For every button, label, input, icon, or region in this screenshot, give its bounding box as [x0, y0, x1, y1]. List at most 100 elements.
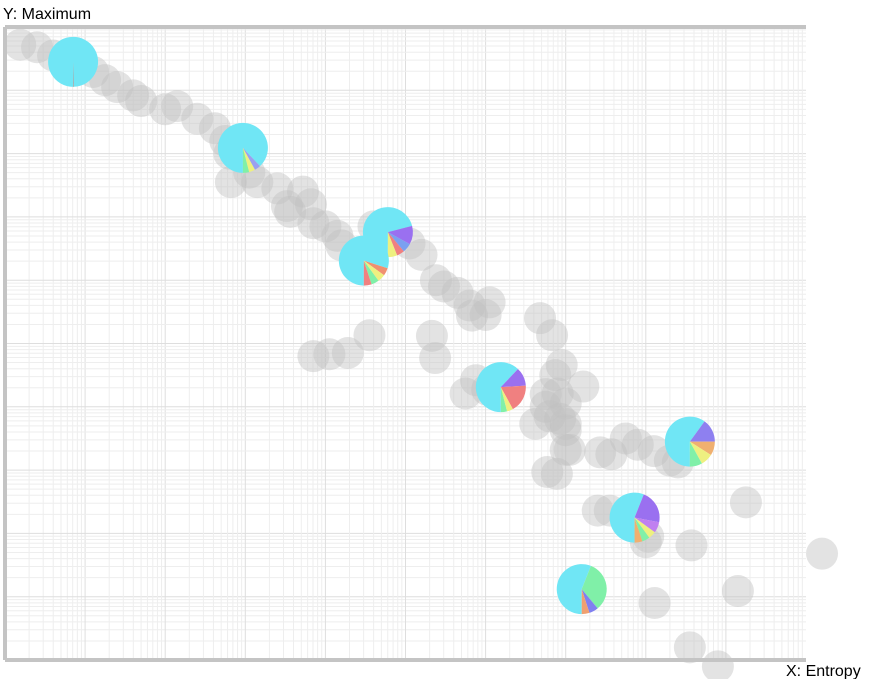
scatter-point	[4, 28, 37, 61]
scatter-point	[545, 349, 578, 382]
scatter-point	[297, 340, 330, 373]
pie-point	[609, 492, 660, 543]
scatter-point	[441, 276, 474, 309]
pie-slice	[689, 441, 711, 464]
scatter-point	[637, 435, 670, 468]
scatter-point	[529, 378, 562, 411]
y-axis-title: Y: Maximum	[3, 6, 91, 23]
pie-point	[664, 416, 715, 467]
pie-point	[217, 122, 268, 173]
pie-slice	[500, 368, 526, 388]
scatter-point	[609, 422, 642, 455]
scatter-point	[101, 71, 134, 104]
pie-slice	[581, 589, 590, 615]
scatter-point	[524, 302, 557, 335]
scatter-point	[675, 529, 708, 562]
pie-slice	[73, 61, 74, 87]
pie-slice	[475, 362, 518, 413]
scatter-point	[419, 264, 452, 297]
pie-slice	[387, 232, 398, 258]
scatter-point	[294, 188, 327, 221]
scatter-point	[549, 433, 582, 466]
scatter-point	[567, 370, 600, 403]
pie-slice	[689, 441, 715, 456]
scatter-point	[721, 575, 754, 608]
scatter-point	[581, 494, 614, 527]
scatter-point	[549, 414, 582, 447]
scatter-point	[125, 85, 158, 118]
pie-slice	[387, 225, 413, 245]
pie-slice	[242, 147, 250, 173]
pie-slice	[664, 416, 705, 467]
scatter-point	[531, 455, 564, 488]
pie-slice	[363, 260, 385, 281]
pie-slice	[581, 565, 607, 609]
scatter-point	[729, 486, 762, 519]
scatter-point	[297, 207, 330, 240]
background-points	[4, 28, 839, 679]
scatter-point	[449, 377, 482, 410]
pie-slice	[634, 517, 650, 542]
scatter-point	[313, 338, 346, 371]
pie-slice	[500, 385, 526, 410]
pie-slice	[363, 260, 379, 285]
scatter-point	[181, 102, 214, 135]
scatter-point	[309, 210, 342, 243]
pie-slice	[387, 232, 404, 256]
pie-slice	[689, 421, 715, 442]
pie-slice	[363, 260, 372, 286]
scatter-point	[621, 428, 654, 461]
scatter-point	[261, 172, 294, 205]
pie-slice	[500, 387, 513, 412]
pie-slice	[387, 232, 410, 252]
x-axis-title: X: Entropy	[786, 663, 861, 679]
scatter-point	[274, 195, 307, 228]
grid	[4, 27, 806, 661]
scatter-point	[473, 286, 506, 319]
scatter-point	[149, 93, 182, 126]
scatter-point	[241, 166, 274, 199]
pie-slice	[242, 147, 261, 170]
pie-slice	[634, 517, 660, 533]
scatter-point	[469, 299, 502, 332]
pie-slice	[500, 387, 508, 413]
scatter-point	[286, 175, 319, 208]
pie-slice	[363, 260, 388, 276]
scatter-point	[415, 319, 448, 352]
scatter-point	[544, 402, 577, 435]
pie-slice	[48, 36, 99, 87]
scatter-point	[701, 650, 734, 679]
scatter-point	[595, 438, 628, 471]
pie-slice	[581, 589, 598, 613]
scatter-point	[161, 90, 194, 123]
pie-point	[48, 36, 99, 87]
scatter-point	[806, 537, 839, 570]
scatter-point	[673, 631, 706, 664]
pie-slice	[609, 492, 644, 543]
scatter-point	[455, 299, 488, 332]
scatter-point	[405, 238, 438, 271]
scatter-point	[117, 79, 150, 112]
scatter-point	[584, 436, 617, 469]
scatter-point	[419, 342, 452, 375]
scatter-point	[541, 377, 574, 410]
pie-slice	[556, 564, 591, 615]
scatter-point	[540, 457, 573, 490]
scatter-point	[549, 407, 582, 440]
scatter-point	[214, 166, 247, 199]
scatter-point	[270, 190, 303, 223]
pie-slice	[689, 441, 702, 467]
pie-slice	[242, 147, 255, 173]
scatter-point	[638, 587, 671, 620]
scatter-point	[533, 400, 566, 433]
scatter-point	[539, 359, 572, 392]
scatter-point	[553, 433, 586, 466]
scatter-point	[331, 336, 364, 369]
scatter-point	[453, 289, 486, 322]
scatter-point	[89, 64, 122, 97]
pie-point	[338, 235, 389, 286]
pie-point	[556, 564, 607, 615]
pie-slice	[634, 517, 643, 543]
pie-point	[475, 362, 526, 413]
